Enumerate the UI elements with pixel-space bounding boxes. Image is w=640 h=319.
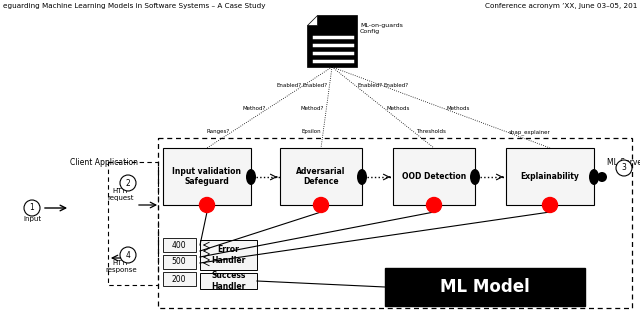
Text: Input validation
Safeguard: Input validation Safeguard xyxy=(173,167,241,186)
Circle shape xyxy=(24,200,40,216)
Text: 3: 3 xyxy=(621,164,627,173)
Circle shape xyxy=(597,172,607,182)
Text: Conference acronym ’XX, June 03–05, 201: Conference acronym ’XX, June 03–05, 201 xyxy=(484,3,637,9)
Text: Methods: Methods xyxy=(387,106,410,111)
Bar xyxy=(200,240,257,270)
Text: HTTP
response: HTTP response xyxy=(105,260,137,273)
Bar xyxy=(393,148,475,205)
Bar xyxy=(163,238,196,252)
Circle shape xyxy=(314,197,328,212)
Bar xyxy=(158,138,632,308)
Ellipse shape xyxy=(589,169,599,185)
Text: Methods: Methods xyxy=(446,106,470,111)
Text: Enabled?: Enabled? xyxy=(302,83,328,88)
Text: Enabled?: Enabled? xyxy=(384,83,409,88)
Text: Method?: Method? xyxy=(243,106,266,111)
Text: ML Server: ML Server xyxy=(607,158,640,167)
Text: Explainability: Explainability xyxy=(520,172,579,181)
Ellipse shape xyxy=(246,169,256,185)
Text: 200: 200 xyxy=(172,275,186,284)
Bar xyxy=(163,272,196,286)
Bar xyxy=(385,268,585,306)
Text: Adversarial
Defence: Adversarial Defence xyxy=(296,167,346,186)
Text: Method?: Method? xyxy=(301,106,324,111)
Bar xyxy=(163,255,196,269)
Circle shape xyxy=(120,175,136,191)
Polygon shape xyxy=(307,15,317,25)
Bar xyxy=(280,148,362,205)
Text: Thresholds: Thresholds xyxy=(415,129,445,134)
Text: ML-on-guards
Config: ML-on-guards Config xyxy=(360,23,403,34)
Bar xyxy=(506,148,594,205)
Text: 1: 1 xyxy=(29,204,35,212)
Text: Error
Handler: Error Handler xyxy=(211,245,246,265)
Bar xyxy=(200,273,257,289)
Text: 500: 500 xyxy=(172,257,186,266)
Text: Success
Handler: Success Handler xyxy=(211,271,246,291)
Ellipse shape xyxy=(357,169,367,185)
Text: ML Model: ML Model xyxy=(440,278,530,296)
Circle shape xyxy=(200,197,214,212)
Circle shape xyxy=(426,197,442,212)
Text: Enabled?: Enabled? xyxy=(357,83,383,88)
Text: 2: 2 xyxy=(125,179,131,188)
Text: Client Application: Client Application xyxy=(70,158,138,167)
Polygon shape xyxy=(307,15,357,67)
Text: HTTP
request: HTTP request xyxy=(108,188,134,201)
Circle shape xyxy=(120,247,136,263)
Ellipse shape xyxy=(470,169,480,185)
Text: 4: 4 xyxy=(125,250,131,259)
Text: 400: 400 xyxy=(172,241,186,249)
Bar xyxy=(108,162,158,285)
Text: Enabled?: Enabled? xyxy=(276,83,301,88)
Bar xyxy=(163,148,251,205)
Text: Input: Input xyxy=(23,216,41,222)
Text: Ranges?: Ranges? xyxy=(207,129,230,134)
Text: eguarding Machine Learning Models in Software Systems – A Case Study: eguarding Machine Learning Models in Sof… xyxy=(3,3,266,9)
Circle shape xyxy=(616,160,632,176)
Text: shap_explainer: shap_explainer xyxy=(508,129,550,135)
Circle shape xyxy=(543,197,557,212)
Text: Epsilon: Epsilon xyxy=(301,129,321,134)
Text: OOD Detection: OOD Detection xyxy=(402,172,466,181)
